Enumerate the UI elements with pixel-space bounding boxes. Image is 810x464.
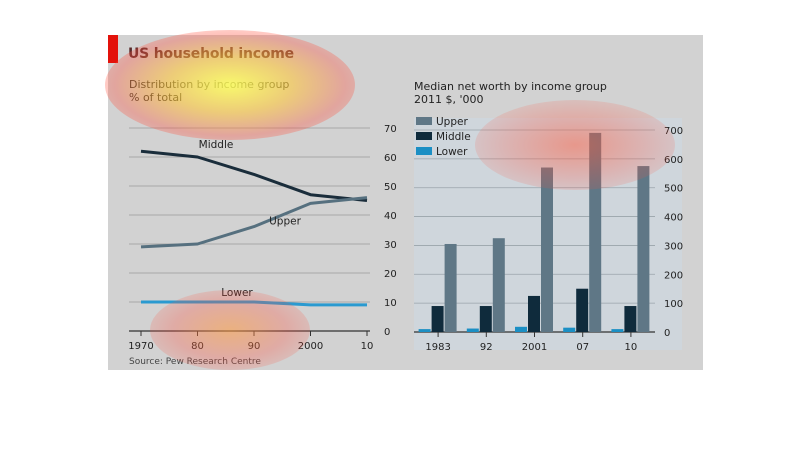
legend-swatch-lower [416,147,432,155]
y-tick-label: 60 [384,153,397,164]
x-tick-label: 1970 [128,341,153,352]
bar-middle [576,288,589,332]
x-tick-label: 10 [625,342,638,353]
y-tick-label: 100 [664,299,683,310]
x-tick-label: 10 [361,341,374,352]
bar-middle [528,295,540,332]
x-tick-label: 2000 [298,341,323,352]
x-tick-label: 92 [480,342,493,353]
x-tick-label: 80 [191,341,204,352]
bar-lower [563,327,576,332]
y-tick-label: 700 [664,126,683,137]
legend-swatch-middle [416,132,432,140]
y-tick-label: 40 [384,211,397,222]
legend-label-upper: Upper [436,116,468,128]
y-tick-label: 200 [664,270,683,281]
y-tick-label: 30 [384,240,397,251]
bar-upper [541,167,553,332]
x-tick-label: 2001 [522,342,547,353]
legend-swatch-upper [416,117,432,125]
bar-upper [444,243,457,332]
y-tick-label: 0 [664,328,670,339]
x-tick-label: 90 [248,341,261,352]
bar-upper [637,166,650,332]
y-tick-label: 10 [384,298,397,309]
y-tick-label: 500 [664,184,683,195]
bar-middle [431,306,444,332]
source-note: Source: Pew Research Centre [129,357,261,367]
y-tick-label: 600 [664,155,683,166]
bar-lower [418,329,431,332]
y-tick-label: 300 [664,241,683,252]
y-tick-label: 70 [384,124,397,135]
bar-lower [466,328,479,332]
y-tick-label: 20 [384,269,397,280]
series-line-middle [140,149,368,202]
legend-label-lower: Lower [436,146,468,158]
series-label-middle: Middle [199,139,234,151]
y-tick-label: 0 [384,327,390,338]
bar-lower [515,326,527,332]
bar-lower [611,329,624,332]
series-label-upper: Upper [269,216,301,228]
y-tick-label: 400 [664,213,683,224]
bar-upper [492,238,505,332]
series-label-lower: Lower [221,287,253,299]
bar-upper [589,132,602,332]
x-tick-label: 07 [576,342,589,353]
series-line-upper [140,196,368,249]
legend-label-middle: Middle [436,131,471,143]
bar-middle [479,306,492,332]
right-chart-subtitle-line2: 2011 $, '000 [414,93,484,106]
x-tick-label: 1983 [425,342,450,353]
right-chart-subtitle: Median net worth by income group 2011 $,… [414,80,607,106]
right-chart-subtitle-line1: Median net worth by income group [414,80,607,93]
series-line-lower [141,300,367,307]
bar-middle [624,306,637,332]
y-tick-label: 50 [384,182,397,193]
